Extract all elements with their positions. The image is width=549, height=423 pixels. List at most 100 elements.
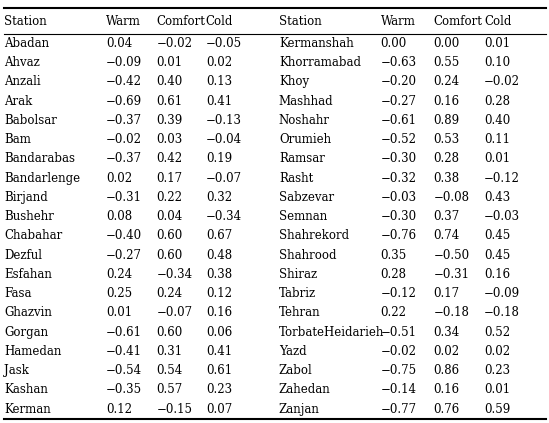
Text: −0.40: −0.40 [106, 229, 142, 242]
Text: 0.08: 0.08 [106, 210, 132, 223]
Text: 0.02: 0.02 [106, 172, 132, 185]
Text: 0.43: 0.43 [484, 191, 511, 204]
Text: 0.22: 0.22 [380, 306, 406, 319]
Text: Bushehr: Bushehr [4, 210, 54, 223]
Text: −0.31: −0.31 [434, 268, 470, 281]
Text: 0.00: 0.00 [434, 37, 460, 50]
Text: 0.16: 0.16 [434, 95, 460, 108]
Text: −0.31: −0.31 [106, 191, 142, 204]
Text: Esfahan: Esfahan [4, 268, 52, 281]
Text: −0.03: −0.03 [380, 191, 417, 204]
Text: −0.34: −0.34 [206, 210, 242, 223]
Text: 0.34: 0.34 [434, 326, 460, 339]
Text: Rasht: Rasht [279, 172, 313, 185]
Text: −0.18: −0.18 [434, 306, 469, 319]
Text: 0.10: 0.10 [484, 56, 511, 69]
Text: 0.60: 0.60 [156, 249, 183, 262]
Text: −0.15: −0.15 [156, 403, 193, 416]
Text: 0.57: 0.57 [156, 383, 183, 396]
Text: −0.51: −0.51 [380, 326, 417, 339]
Text: 0.04: 0.04 [106, 37, 132, 50]
Text: 0.01: 0.01 [484, 383, 511, 396]
Text: 0.32: 0.32 [206, 191, 232, 204]
Text: Anzali: Anzali [4, 75, 41, 88]
Text: Shahrekord: Shahrekord [279, 229, 349, 242]
Text: 0.06: 0.06 [206, 326, 232, 339]
Text: 0.01: 0.01 [156, 56, 183, 69]
Text: −0.30: −0.30 [380, 210, 417, 223]
Text: −0.37: −0.37 [106, 152, 142, 165]
Text: Jask: Jask [4, 364, 29, 377]
Text: −0.27: −0.27 [106, 249, 142, 262]
Text: 0.24: 0.24 [156, 287, 183, 300]
Text: 0.07: 0.07 [206, 403, 232, 416]
Text: 0.23: 0.23 [206, 383, 232, 396]
Text: Bandarlenge: Bandarlenge [4, 172, 81, 185]
Text: Shahrood: Shahrood [279, 249, 337, 262]
Text: Warm: Warm [380, 15, 416, 27]
Text: −0.04: −0.04 [206, 133, 242, 146]
Text: 0.52: 0.52 [484, 326, 511, 339]
Text: −0.37: −0.37 [106, 114, 142, 127]
Text: −0.52: −0.52 [380, 133, 417, 146]
Text: −0.75: −0.75 [380, 364, 417, 377]
Text: Gorgan: Gorgan [4, 326, 48, 339]
Text: 0.01: 0.01 [484, 37, 511, 50]
Text: 0.17: 0.17 [156, 172, 183, 185]
Text: Babolsar: Babolsar [4, 114, 57, 127]
Text: 0.48: 0.48 [206, 249, 232, 262]
Text: Tabriz: Tabriz [279, 287, 316, 300]
Text: Zabol: Zabol [279, 364, 312, 377]
Text: 0.38: 0.38 [206, 268, 232, 281]
Text: Comfort: Comfort [434, 15, 483, 27]
Text: Mashhad: Mashhad [279, 95, 333, 108]
Text: 0.41: 0.41 [206, 345, 232, 358]
Text: 0.39: 0.39 [156, 114, 183, 127]
Text: 0.53: 0.53 [434, 133, 460, 146]
Text: 0.02: 0.02 [206, 56, 232, 69]
Text: −0.20: −0.20 [380, 75, 417, 88]
Text: Comfort: Comfort [156, 15, 205, 27]
Text: 0.60: 0.60 [156, 326, 183, 339]
Text: 0.24: 0.24 [434, 75, 460, 88]
Text: Kashan: Kashan [4, 383, 48, 396]
Text: −0.18: −0.18 [484, 306, 520, 319]
Text: −0.09: −0.09 [106, 56, 142, 69]
Text: 0.31: 0.31 [156, 345, 183, 358]
Text: Kerman: Kerman [4, 403, 51, 416]
Text: 0.28: 0.28 [380, 268, 406, 281]
Text: Orumieh: Orumieh [279, 133, 331, 146]
Text: 0.45: 0.45 [484, 249, 511, 262]
Text: Fasa: Fasa [4, 287, 32, 300]
Text: 0.04: 0.04 [156, 210, 183, 223]
Text: 0.59: 0.59 [484, 403, 511, 416]
Text: −0.03: −0.03 [484, 210, 520, 223]
Text: 0.28: 0.28 [434, 152, 460, 165]
Text: −0.07: −0.07 [206, 172, 242, 185]
Text: 0.12: 0.12 [106, 403, 132, 416]
Text: −0.63: −0.63 [380, 56, 417, 69]
Text: Sabzevar: Sabzevar [279, 191, 334, 204]
Text: −0.32: −0.32 [380, 172, 417, 185]
Text: 0.22: 0.22 [156, 191, 182, 204]
Text: 0.25: 0.25 [106, 287, 132, 300]
Text: 0.01: 0.01 [106, 306, 132, 319]
Text: Khoy: Khoy [279, 75, 309, 88]
Text: Noshahr: Noshahr [279, 114, 330, 127]
Text: −0.54: −0.54 [106, 364, 142, 377]
Text: Arak: Arak [4, 95, 32, 108]
Text: −0.14: −0.14 [380, 383, 417, 396]
Text: 0.38: 0.38 [434, 172, 460, 185]
Text: Ramsar: Ramsar [279, 152, 325, 165]
Text: 0.11: 0.11 [484, 133, 510, 146]
Text: 0.42: 0.42 [156, 152, 183, 165]
Text: 0.00: 0.00 [380, 37, 407, 50]
Text: Kermanshah: Kermanshah [279, 37, 354, 50]
Text: −0.77: −0.77 [380, 403, 417, 416]
Text: Birjand: Birjand [4, 191, 48, 204]
Text: −0.42: −0.42 [106, 75, 142, 88]
Text: −0.76: −0.76 [380, 229, 417, 242]
Text: 0.40: 0.40 [156, 75, 183, 88]
Text: 0.12: 0.12 [206, 287, 232, 300]
Text: 0.01: 0.01 [484, 152, 511, 165]
